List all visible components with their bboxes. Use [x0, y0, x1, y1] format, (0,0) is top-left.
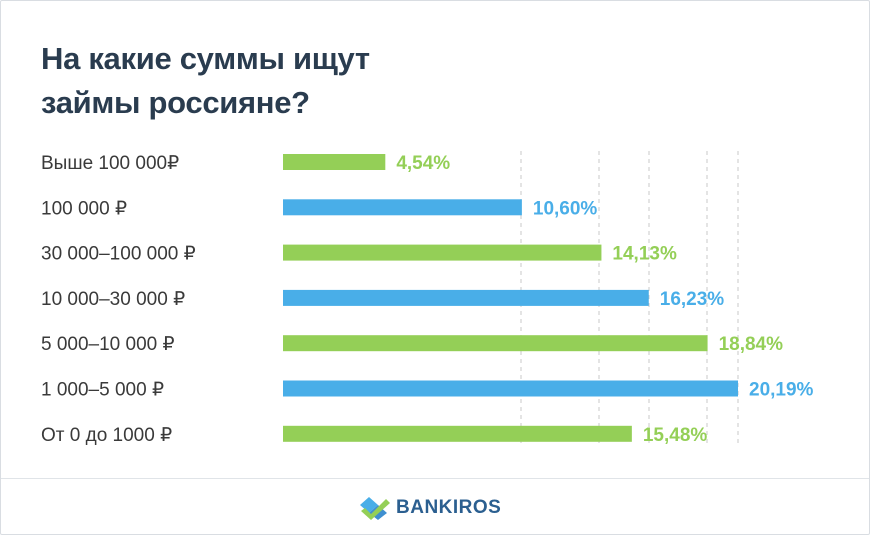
bar-chart: Выше 100 000₽ 4,54% 100 000 ₽ 10,60% 30 000–… [41, 151, 814, 446]
value-label: 10,60% [533, 198, 598, 219]
category-label: 1 000–5 000 ₽ [41, 380, 164, 401]
category-label: От 0 до 1000 ₽ [41, 425, 172, 446]
bar [283, 154, 386, 170]
bar [283, 289, 649, 306]
bar [283, 199, 522, 216]
value-label: 15,48% [643, 425, 708, 446]
chart-title-line-2: займы россияне? [41, 85, 310, 120]
bar [283, 335, 708, 352]
category-label: 30 000–100 000 ₽ [41, 244, 196, 265]
category-label: Выше 100 000₽ [41, 153, 179, 174]
value-label: 18,84% [719, 334, 784, 355]
value-label: 20,19% [749, 380, 814, 401]
category-label: 5 000–10 000 ₽ [41, 334, 175, 355]
brand-logo: BANKIROS [358, 496, 501, 520]
bar [283, 244, 602, 261]
value-label: 14,13% [612, 244, 677, 265]
brand-name: BANKIROS [396, 497, 502, 518]
bar [283, 425, 632, 442]
bankiros-logo-icon [360, 497, 390, 520]
category-label: 10 000–30 000 ₽ [41, 289, 185, 310]
value-label: 16,23% [660, 289, 725, 310]
chart-title-line-1: На какие суммы ищут [41, 41, 370, 76]
category-label: 100 000 ₽ [41, 198, 127, 219]
value-label: 4,54% [396, 153, 450, 174]
bar [283, 380, 738, 397]
footer-divider [1, 478, 869, 479]
chart-title: На какие суммы ищут займы россияне? [41, 37, 370, 125]
